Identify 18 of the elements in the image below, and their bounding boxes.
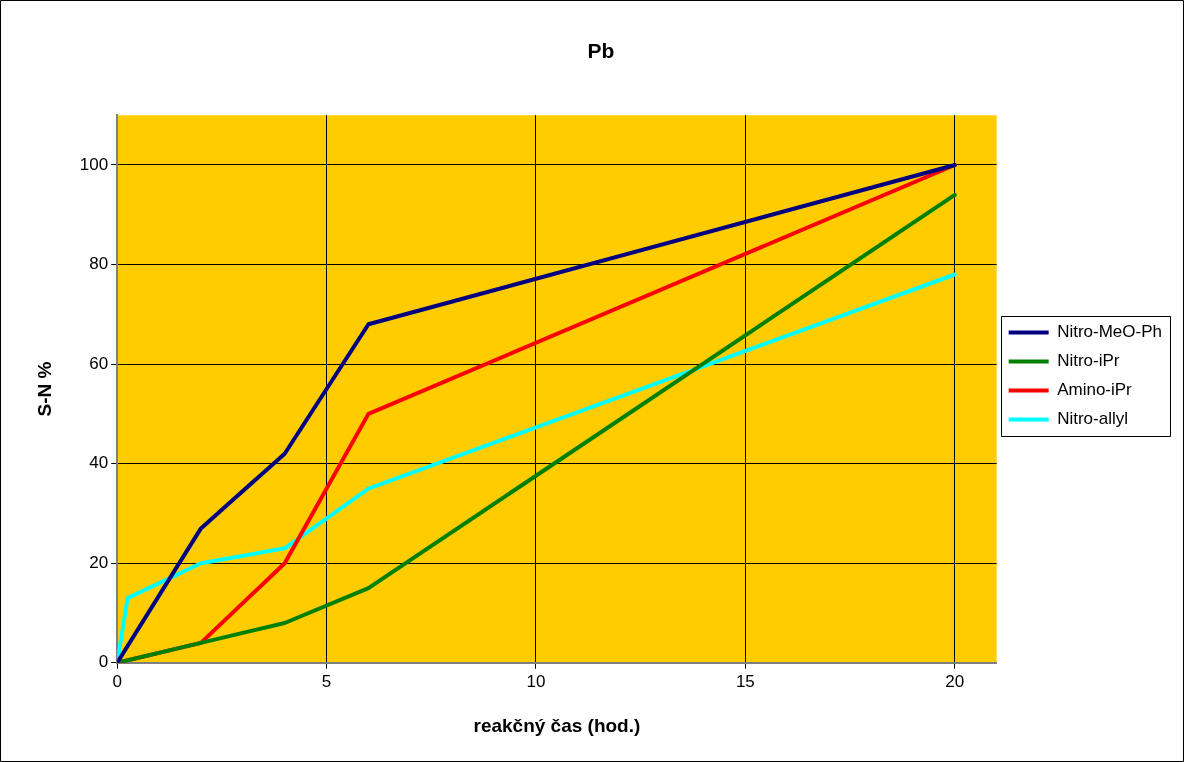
y-tick-label: 20 [89,552,109,572]
x-tick-label: 10 [526,671,546,691]
legend-label: Nitro-allyl [1057,409,1128,429]
x-tick-label: 5 [321,671,332,691]
legend-label: Nitro-iPr [1057,351,1120,371]
y-tick-label: 0 [98,652,109,672]
chart-title: Pb [587,39,615,63]
x-tick-label: 15 [735,671,755,691]
y-tick-label: 100 [79,154,109,174]
y-axis-title: S-N % [33,361,55,417]
x-axis-title: reakčný čas (hod.) [473,714,641,736]
legend-label: Amino-iPr [1057,380,1133,400]
legend-label: Nitro-MeO-Ph [1057,322,1163,342]
y-tick-label: 60 [89,353,109,373]
x-tick-label: 20 [945,671,965,691]
y-tick-label: 80 [89,254,109,274]
y-tick-label: 40 [89,453,109,473]
x-tick-label: 0 [112,671,122,691]
